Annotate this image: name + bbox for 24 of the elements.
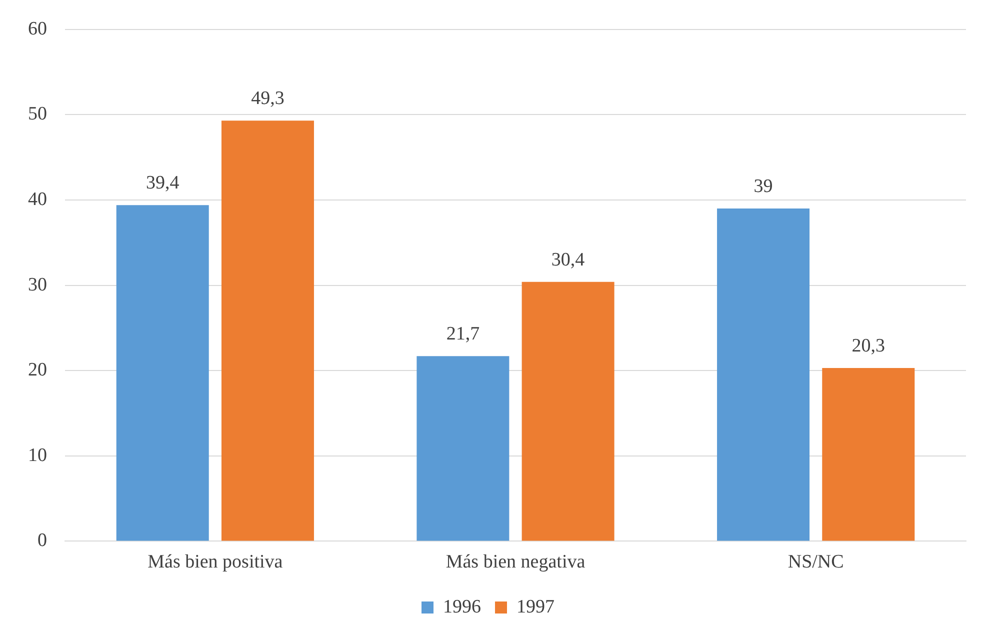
data-label: 39 [754,176,773,198]
legend-label: 1997 [516,596,554,618]
data-label: 30,4 [551,249,586,270]
bar [416,356,510,541]
bar [221,120,314,541]
data-label: 49,3 [251,88,284,110]
y-tick-label: 10 [28,444,47,466]
y-tick-label: 40 [28,188,47,210]
y-tick-label: 30 [28,274,47,296]
x-tick-label: NS/NC [788,552,844,573]
y-tick-label: 50 [28,104,47,125]
x-tick-label: Más bien negativa [446,552,586,573]
bar [116,205,209,541]
y-tick-label: 20 [28,360,47,381]
data-label: 21,7 [446,324,480,345]
bar [522,282,614,541]
x-tick-label: Más bien positiva [148,552,284,573]
bar [717,208,810,541]
bar [822,368,915,541]
data-label: 20,3 [852,336,886,357]
legend-label: 1996 [443,596,481,618]
y-tick-label: 0 [38,530,47,552]
y-tick-label: 60 [28,18,47,40]
data-label: 39,4 [146,172,180,194]
